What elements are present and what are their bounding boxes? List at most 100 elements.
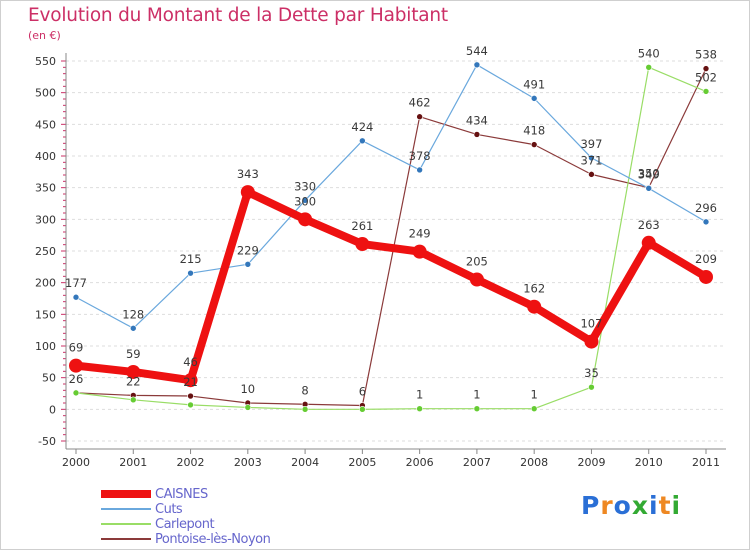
y-tick-label: 0 (49, 403, 56, 416)
data-point (645, 185, 653, 192)
legend-label: Carlepont (155, 517, 215, 532)
data-point (588, 154, 595, 162)
axes: -50 0 50 100 150 200 250 300 350 400 450 500 550 2000… (35, 53, 726, 469)
data-point (645, 64, 653, 71)
y-tick-label: 350 (35, 182, 56, 195)
series-line-3 (75, 67, 707, 407)
legend-swatch (101, 538, 151, 540)
x-tick-label: 2009 (577, 456, 605, 469)
y-tick-label: 200 (35, 277, 56, 290)
data-point (588, 171, 595, 178)
data-point (129, 396, 137, 404)
data-point (469, 272, 484, 287)
data-label: 21 (183, 375, 198, 389)
data-point (473, 61, 481, 69)
data-point (530, 141, 538, 148)
logo-letter: x (631, 491, 649, 520)
data-point (298, 212, 313, 227)
data-label: 544 (466, 44, 488, 58)
series-line-1 (75, 64, 707, 329)
data-point (69, 358, 83, 373)
proxiti-logo: Proxiti (581, 491, 681, 520)
data-point (473, 405, 481, 413)
data-label: 229 (237, 243, 259, 257)
series-line-2 (75, 66, 707, 410)
x-tick-label: 2007 (463, 456, 491, 469)
x-tick-label: 2011 (692, 456, 720, 469)
y-tick-label: -50 (38, 435, 56, 448)
data-label: 540 (638, 46, 660, 60)
data-point (301, 406, 309, 413)
data-label: 349 (638, 167, 660, 181)
y-tick-label: 500 (35, 87, 56, 100)
data-point (416, 166, 423, 174)
data-point (412, 244, 427, 259)
data-label: 538 (695, 48, 717, 62)
data-point (584, 334, 599, 349)
data-label: 378 (409, 149, 431, 163)
logo-letter: o (613, 491, 632, 520)
data-label: 162 (523, 282, 545, 296)
x-tick-label: 2006 (406, 456, 434, 469)
data-point (187, 392, 194, 400)
data-label: 209 (695, 252, 717, 266)
data-label: 1 (531, 388, 538, 402)
data-point (244, 260, 252, 268)
y-tick-label: 50 (42, 372, 56, 385)
y-tick-label: 150 (35, 308, 56, 321)
data-point (359, 406, 366, 413)
y-tick-label: 250 (35, 245, 56, 258)
data-label: 8 (301, 383, 308, 397)
data-labels: 69 59463433002612492051621072632091771282… (65, 44, 717, 402)
chart-subtitle: (en €) (28, 29, 61, 42)
data-point (355, 237, 370, 252)
data-label: 462 (409, 96, 431, 110)
logo-letter: i (671, 491, 682, 520)
data-label: 418 (523, 124, 545, 138)
data-label: 69 (69, 341, 84, 355)
legend-label: Cuts (155, 502, 183, 517)
x-tick-label: 2003 (234, 456, 262, 469)
y-tick-label: 300 (35, 213, 56, 226)
data-label: 46 (183, 355, 198, 369)
data-label: 205 (466, 255, 488, 269)
y-tick-label: 400 (35, 150, 56, 163)
legend-swatch (101, 508, 151, 510)
data-label: 22 (126, 374, 141, 388)
data-point (527, 299, 542, 314)
data-point (183, 373, 198, 388)
logo-letter: P (581, 491, 601, 520)
series-markers (69, 61, 713, 413)
data-label: 343 (237, 167, 259, 181)
data-label: 249 (409, 227, 431, 241)
data-label: 397 (580, 137, 602, 151)
data-point (702, 88, 710, 95)
legend-label: CAISNES (155, 487, 208, 502)
data-point (72, 389, 80, 397)
data-label: 502 (695, 70, 717, 84)
x-tick-label: 2002 (177, 456, 205, 469)
y-tick-label: 450 (35, 118, 56, 131)
x-tick-label: 2010 (635, 456, 663, 469)
series-line-0 (72, 188, 710, 385)
legend-label: Pontoise-lès-Noyon (155, 532, 271, 547)
logo-letter: i (649, 491, 659, 520)
data-label: 261 (351, 219, 373, 233)
x-tick-label: 2005 (348, 456, 376, 469)
data-point (530, 405, 538, 413)
data-label: 424 (351, 120, 373, 134)
data-label: 434 (466, 113, 488, 127)
data-point (187, 401, 194, 409)
data-label: 350 (638, 167, 660, 181)
data-label: 491 (523, 77, 545, 91)
chart-title: Evolution du Montant de la Dette par Hab… (28, 5, 448, 26)
x-tick-label: 2008 (520, 456, 548, 469)
data-label: 215 (180, 252, 202, 266)
series-lines (72, 64, 710, 410)
x-tick-label: 2001 (119, 456, 147, 469)
data-label: 300 (294, 194, 316, 208)
data-point (301, 197, 309, 204)
data-label: 6 (359, 385, 366, 399)
data-point (359, 137, 366, 145)
